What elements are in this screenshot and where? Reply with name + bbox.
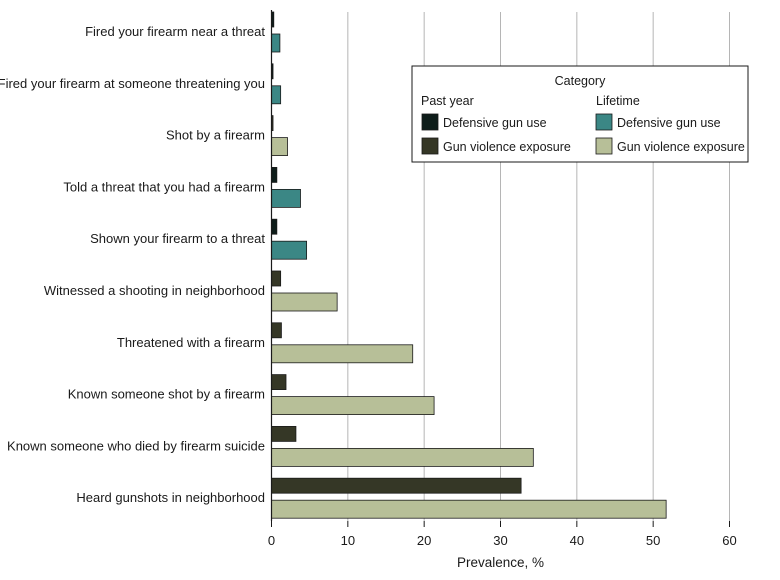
bar-past-year-shown-your-firearm-to-a-threat bbox=[271, 218, 278, 235]
legend-label-past-year-exposure: Gun violence exposure bbox=[443, 140, 571, 154]
bar-lifetime-heard-gunshots-in-neighborhood bbox=[271, 499, 667, 519]
x-tick-label-30: 30 bbox=[493, 533, 507, 548]
bars bbox=[271, 11, 667, 519]
category-label: Threatened with a firearm bbox=[117, 335, 265, 350]
legend-swatch-past-year-defensive bbox=[421, 113, 439, 131]
bar-lifetime-fired-your-firearm-near-a-threat bbox=[271, 33, 281, 53]
category-labels: Fired your firearm near a threat Fired yo… bbox=[0, 24, 265, 505]
bar-past-year-heard-gunshots-in-neighborhood bbox=[271, 477, 522, 494]
category-label: Known someone shot by a firearm bbox=[68, 387, 265, 402]
x-tick-label-40: 40 bbox=[570, 533, 584, 548]
x-tick-label-60: 60 bbox=[722, 533, 736, 548]
bar-lifetime-known-someone-who-died-by-firearm-suicide bbox=[271, 447, 534, 467]
bar-lifetime-witnessed-a-shooting-in-neighborhood bbox=[271, 292, 338, 312]
legend-label-lifetime-defensive: Defensive gun use bbox=[617, 116, 721, 130]
legend-title: Category bbox=[555, 74, 606, 88]
legend-swatch-lifetime-exposure bbox=[595, 137, 613, 155]
legend-heading-lifetime: Lifetime bbox=[596, 94, 640, 108]
category-label: Witnessed a shooting in neighborhood bbox=[44, 283, 265, 298]
category-label: Told a threat that you had a firearm bbox=[63, 179, 265, 194]
x-tick-label-20: 20 bbox=[417, 533, 431, 548]
x-tick-label-50: 50 bbox=[646, 533, 660, 548]
bar-lifetime-shown-your-firearm-to-a-threat bbox=[271, 240, 308, 260]
bar-lifetime-known-someone-shot-by-a-firearm bbox=[271, 396, 435, 416]
legend-heading-past-year: Past year bbox=[421, 94, 474, 108]
bar-lifetime-shot-by-a-firearm bbox=[271, 137, 288, 157]
x-tick-label-10: 10 bbox=[341, 533, 355, 548]
category-label: Fired your firearm at someone threatenin… bbox=[0, 76, 265, 91]
legend-box bbox=[411, 65, 749, 163]
bar-lifetime-told-a-threat-that-you-had-a-firearm bbox=[271, 188, 301, 208]
bar-lifetime-threatened-with-a-firearm bbox=[271, 344, 414, 364]
bar-past-year-threatened-with-a-firearm bbox=[271, 322, 282, 339]
legend-swatch-past-year-exposure bbox=[421, 137, 439, 155]
category-label: Fired your firearm near a threat bbox=[85, 24, 265, 39]
x-tick-label-0: 0 bbox=[268, 533, 275, 548]
bar-past-year-known-someone-who-died-by-firearm-suicide bbox=[271, 425, 297, 442]
x-axis-title: Prevalence, % bbox=[457, 555, 544, 570]
x-axis: 0 10 20 30 40 50 60 bbox=[268, 10, 737, 548]
bar-past-year-known-someone-shot-by-a-firearm bbox=[271, 374, 287, 391]
legend-swatch-lifetime-defensive bbox=[595, 113, 613, 131]
category-label: Shot by a firearm bbox=[166, 128, 265, 143]
legend-label-lifetime-exposure: Gun violence exposure bbox=[617, 140, 745, 154]
category-label: Known someone who died by firearm suicid… bbox=[7, 438, 265, 453]
bar-past-year-told-a-threat-that-you-had-a-firearm bbox=[271, 166, 278, 183]
bar-past-year-witnessed-a-shooting-in-neighborhood bbox=[271, 270, 282, 287]
bar-lifetime-fired-your-firearm-at-someone-threatening-you bbox=[271, 85, 282, 105]
legend: Category Past year Lifetime Defensive gu… bbox=[411, 65, 749, 163]
category-label: Shown your firearm to a threat bbox=[90, 231, 265, 246]
category-label: Heard gunshots in neighborhood bbox=[76, 490, 265, 505]
legend-label-past-year-defensive: Defensive gun use bbox=[443, 116, 547, 130]
